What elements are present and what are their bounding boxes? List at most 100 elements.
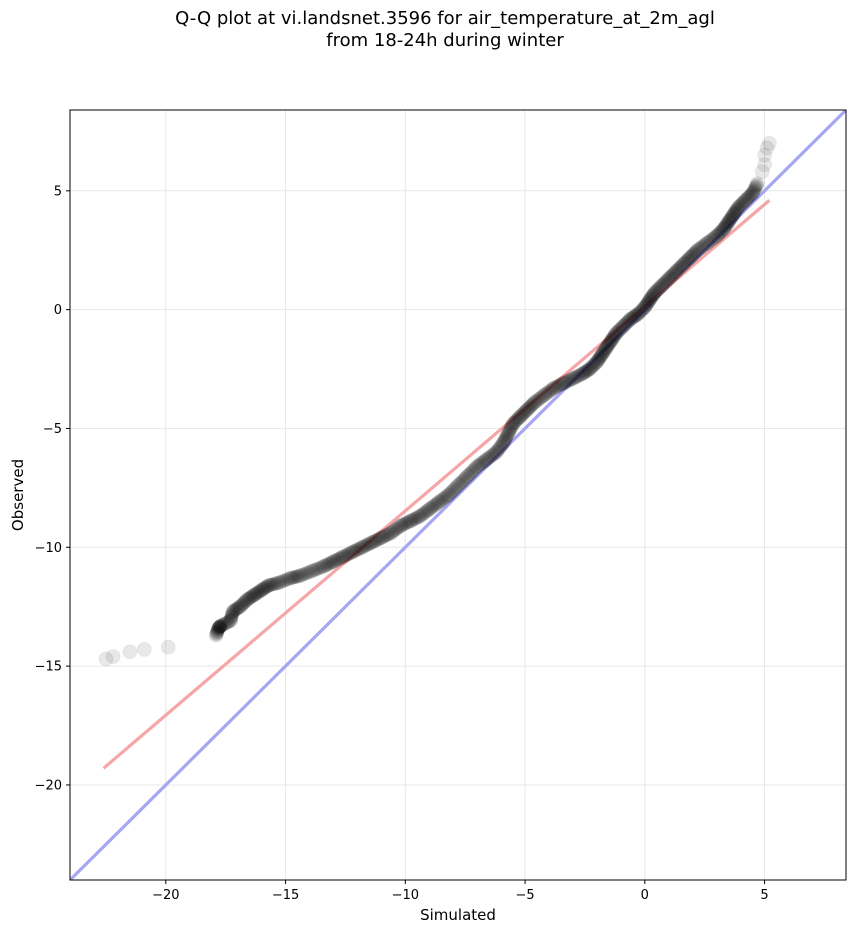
quantile-point	[643, 292, 658, 307]
quantile-point	[349, 543, 364, 558]
quantile-point	[622, 313, 637, 328]
quantile-point	[731, 199, 746, 214]
quantile-point	[331, 552, 346, 567]
quantile-point	[431, 494, 447, 510]
quantile-point	[468, 461, 483, 476]
quantile-point	[716, 221, 732, 237]
quantile-point	[224, 608, 239, 623]
quantile-point	[322, 556, 337, 571]
quantile-point	[540, 386, 555, 401]
quantile-point	[410, 510, 425, 525]
quantile-point	[600, 338, 615, 353]
quantile-point	[218, 616, 233, 631]
quantile-point	[212, 619, 227, 634]
quantile-point	[749, 177, 764, 192]
quantile-point	[493, 439, 508, 454]
quantile-point	[507, 415, 522, 430]
quantile-point	[224, 611, 239, 626]
quantile-point	[657, 276, 672, 291]
quantile-point	[231, 600, 246, 615]
quantile-point	[737, 192, 753, 208]
quantile-point	[603, 333, 619, 349]
quantile-point	[212, 620, 227, 635]
quantile-point	[500, 428, 515, 443]
quantile-point	[392, 519, 407, 534]
quantile-point	[736, 195, 751, 210]
quantile-point	[610, 324, 625, 339]
quantile-point	[340, 547, 355, 562]
quantile-point	[530, 393, 545, 408]
quantile-point	[726, 206, 741, 221]
quantile-point	[633, 304, 648, 319]
quantile-point	[456, 472, 471, 487]
quantile-point	[321, 556, 336, 571]
quantile-point	[447, 482, 462, 497]
quantile-point	[634, 303, 649, 318]
quantile-point	[481, 450, 496, 465]
chart-title: Q-Q plot at vi.landsnet.3596 for air_tem…	[0, 8, 854, 52]
quantile-point	[324, 555, 339, 570]
quantile-point	[718, 218, 733, 233]
quantile-point	[505, 417, 520, 432]
quantile-point	[629, 308, 644, 323]
quantile-point	[464, 465, 479, 480]
quantile-point	[742, 189, 756, 204]
quantile-point	[718, 219, 733, 234]
quantile-point	[256, 582, 271, 597]
quantile-point	[686, 247, 701, 262]
quantile-point	[667, 266, 682, 281]
quantile-point	[668, 265, 683, 280]
fit-line	[102, 199, 771, 770]
quantile-point	[505, 418, 520, 433]
quantile-point	[359, 537, 374, 552]
quantile-point	[616, 318, 631, 333]
quantile-point	[637, 300, 652, 315]
quantile-point	[504, 420, 519, 435]
quantile-point	[640, 296, 655, 311]
quantile-point	[250, 585, 265, 600]
quantile-point	[209, 626, 224, 641]
quantile-point	[607, 328, 622, 343]
quantile-point	[239, 592, 255, 608]
quantile-point	[597, 344, 612, 359]
quantile-point	[741, 190, 756, 205]
quantile-point	[365, 535, 380, 550]
quantile-point	[310, 561, 325, 576]
quantile-point	[721, 215, 736, 230]
quantile-point	[512, 410, 527, 425]
quantile-point	[358, 538, 373, 553]
quantile-point	[160, 639, 176, 655]
quantile-point	[484, 448, 499, 463]
quantile-point	[330, 552, 345, 567]
quantile-point	[729, 203, 744, 218]
quantile-point	[656, 276, 671, 291]
quantile-point	[244, 589, 259, 604]
quantile-point	[467, 462, 482, 477]
quantile-point	[334, 550, 349, 565]
quantile-point	[249, 586, 264, 601]
quantile-point	[269, 576, 284, 591]
quantile-point	[105, 649, 121, 665]
quantile-point	[655, 278, 670, 293]
quantile-point	[725, 208, 740, 223]
quantile-point	[325, 554, 341, 570]
quantile-point	[662, 271, 677, 286]
quantile-point	[582, 362, 597, 377]
quantile-point	[440, 487, 456, 503]
quantile-point	[521, 401, 536, 416]
quantile-point	[211, 620, 226, 635]
quantile-point	[611, 323, 626, 338]
quantile-point	[492, 440, 507, 455]
quantile-point	[258, 580, 273, 595]
quantile-point	[465, 464, 480, 479]
quantile-point	[668, 264, 684, 280]
quantile-point	[292, 568, 308, 584]
quantile-point	[328, 553, 343, 568]
quantile-point	[653, 280, 668, 295]
quantile-point	[702, 233, 717, 248]
quantile-point	[632, 305, 647, 320]
quantile-point	[238, 594, 253, 609]
quantile-point	[323, 555, 338, 570]
quantile-point	[122, 644, 138, 660]
quantile-point	[570, 369, 585, 384]
